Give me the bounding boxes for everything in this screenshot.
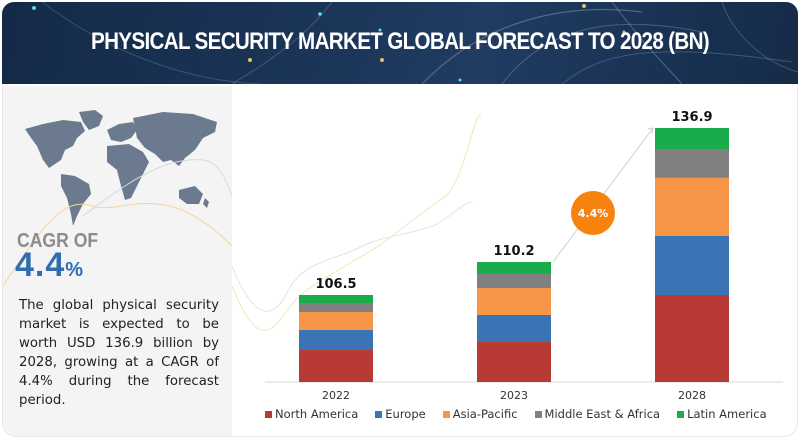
bar-segment-latin-america-2022	[299, 295, 373, 303]
world-map-icon	[25, 110, 217, 226]
legend-swatch	[375, 410, 383, 418]
legend-item-middle-east-africa: Middle East & Africa	[534, 407, 661, 421]
network-lines-decoration	[32, 2, 798, 84]
header-banner: PHYSICAL SECURITY MARKET GLOBAL FORECAST…	[2, 2, 798, 84]
legend-label: Middle East & Africa	[544, 407, 661, 421]
bar-segment-europe-2028	[655, 236, 729, 295]
legend-label: Europe	[385, 407, 426, 421]
bar-segment-middle-east-africa-2023	[477, 274, 551, 288]
page-title: PHYSICAL SECURITY MARKET GLOBAL FORECAST…	[91, 28, 710, 55]
bar-segment-asia-pacific-2022	[299, 312, 373, 330]
legend-item-latin-america: Latin America	[677, 407, 767, 421]
bar-segment-middle-east-africa-2028	[655, 149, 729, 178]
legend-swatch	[677, 410, 685, 418]
cagr-badge-label: 4.4%	[578, 207, 609, 220]
bar-segment-north-america-2023	[477, 342, 551, 382]
legend-label: North America	[275, 407, 359, 421]
market-description: The global physical security market is e…	[19, 298, 219, 408]
cagr-number: 4.4	[15, 246, 66, 284]
bar-segment-middle-east-africa-2022	[299, 303, 373, 312]
legend-item-europe: Europe	[375, 407, 426, 421]
decorative-curve-gold	[231, 113, 482, 331]
cagr-badge	[571, 191, 615, 235]
chart-legend: North America Europe Asia-Pacific Middle Ea…	[265, 407, 784, 421]
cagr-unit: %	[65, 259, 85, 281]
summary-panel: CAGR OF 4.4% The global physical securit…	[3, 86, 232, 436]
legend-swatch	[265, 410, 272, 418]
legend-label: Latin America	[687, 407, 767, 421]
total-label-2022: 106.5	[315, 277, 356, 292]
x-tick-label-2028: 2028	[678, 389, 706, 402]
bar-segment-north-america-2022	[299, 350, 373, 382]
legend-item-north-america: North America	[265, 407, 358, 421]
legend-swatch	[442, 410, 450, 418]
cagr-value: 4.4%	[15, 246, 84, 285]
decorative-curves	[3, 159, 232, 287]
legend-swatch	[534, 410, 542, 418]
decorative-curve-grey	[231, 201, 474, 312]
content-card: CAGR OF 4.4% The global physical securit…	[2, 86, 798, 437]
legend-label: Asia-Pacific	[452, 407, 518, 421]
bar-segment-asia-pacific-2023	[477, 288, 551, 315]
cagr-label: CAGR OF	[17, 230, 99, 252]
bar-segment-latin-america-2023	[477, 262, 551, 274]
stacked-bar-chart: 106.5 2022 110.2 2023 136.9 2028 4.4%	[231, 110, 783, 402]
bar-segment-asia-pacific-2028	[655, 177, 729, 236]
legend-item-asia-pacific: Asia-Pacific	[442, 407, 518, 421]
bar-segment-latin-america-2028	[655, 128, 729, 149]
bar-segment-europe-2022	[299, 330, 373, 350]
growth-arrow-head-icon	[647, 127, 654, 134]
total-label-2023: 110.2	[493, 244, 534, 259]
total-label-2028: 136.9	[671, 110, 712, 125]
x-tick-label-2022: 2022	[322, 389, 350, 402]
bar-segment-north-america-2028	[655, 295, 729, 382]
bar-segment-europe-2023	[477, 315, 551, 342]
x-tick-label-2023: 2023	[500, 389, 528, 402]
